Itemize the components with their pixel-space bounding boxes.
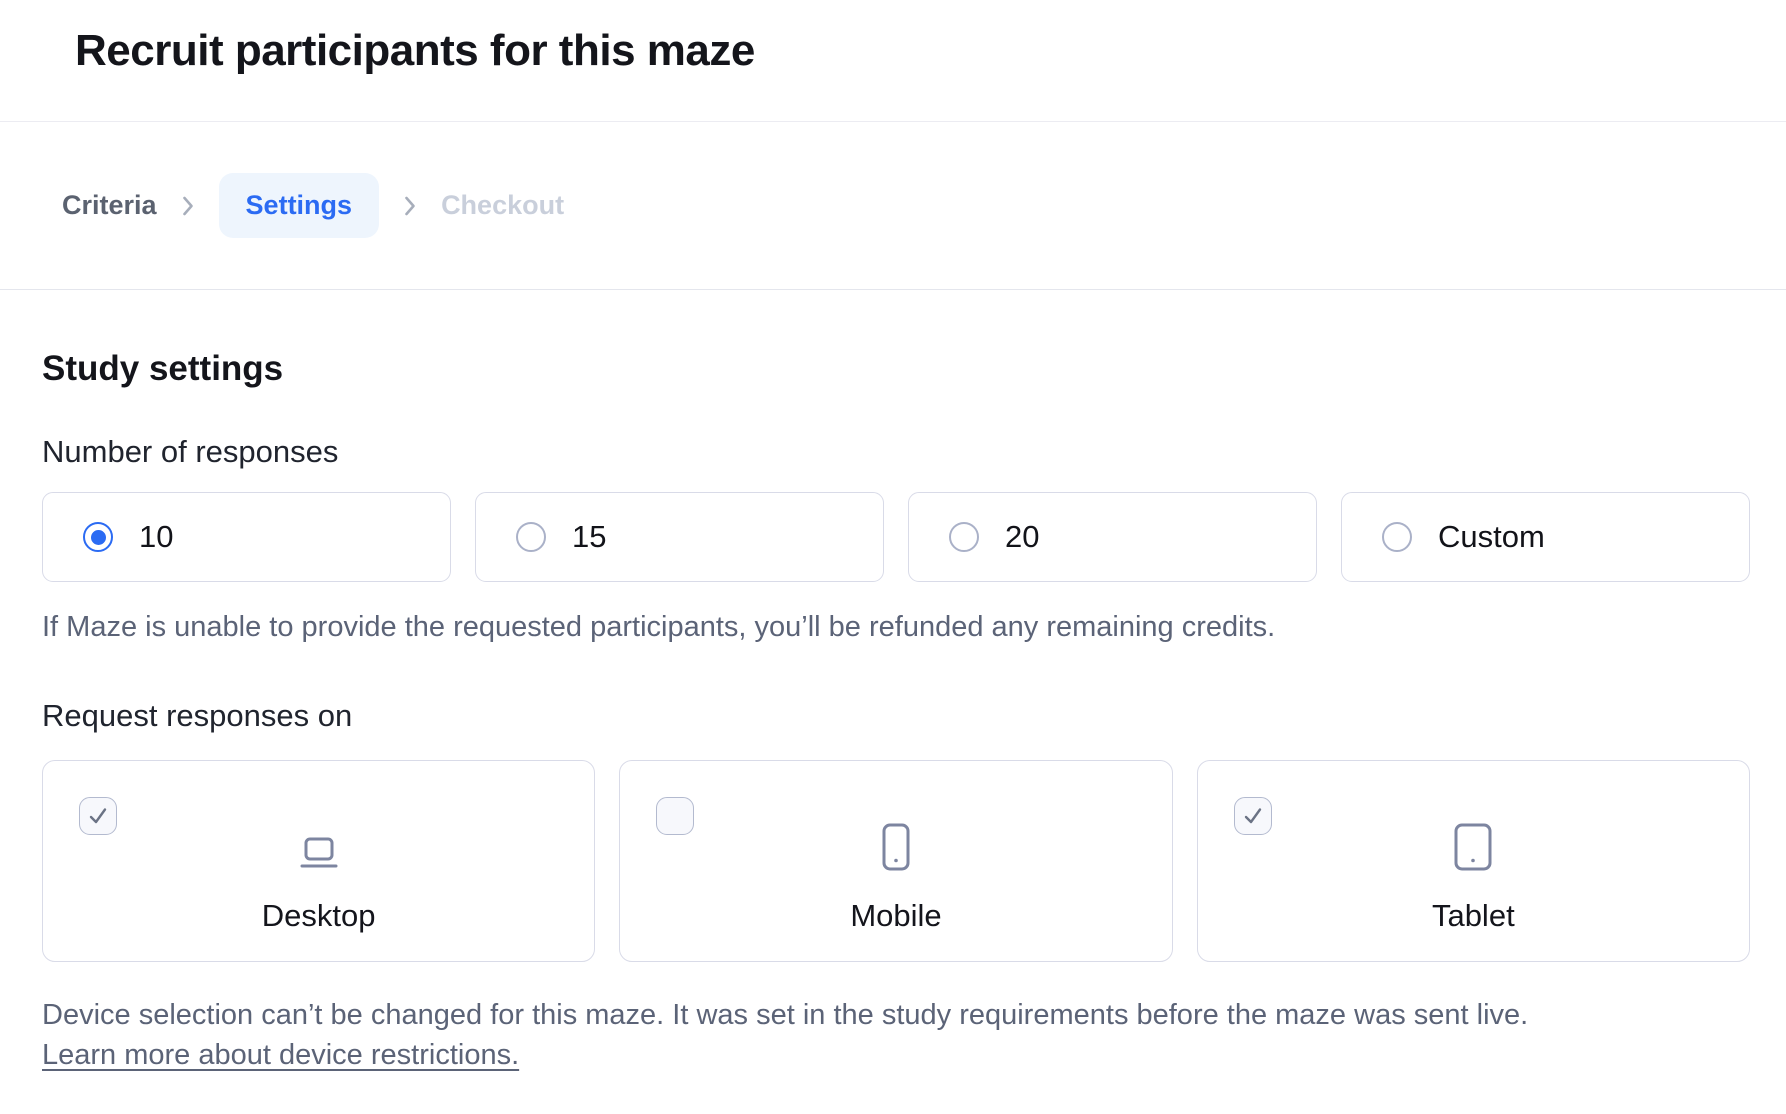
device-option-tablet[interactable]: Tablet — [1196, 760, 1750, 962]
radio-option-label: 20 — [1005, 519, 1040, 554]
laptop-icon — [296, 822, 342, 872]
checkbox-checked-icon[interactable] — [79, 797, 117, 835]
refund-helper-text: If Maze is unable to provide the request… — [42, 611, 1276, 643]
study-settings-section: Study settings Number of responses 10 15… — [0, 348, 1786, 1074]
radio-unselected-icon — [1382, 522, 1412, 552]
breadcrumb-step-criteria[interactable]: Criteria — [62, 190, 157, 220]
radio-dot — [90, 529, 106, 545]
devices-label: Request responses on — [42, 698, 353, 733]
responses-label: Number of responses — [42, 434, 339, 469]
section-heading: Study settings — [42, 349, 284, 388]
device-options: Desktop Mobile — [42, 760, 1750, 962]
radio-selected-icon — [83, 522, 113, 552]
breadcrumb-step-settings[interactable]: Settings — [218, 173, 380, 238]
chevron-right-icon — [181, 194, 195, 218]
device-restrictions-link[interactable]: Learn more about device restrictions. — [42, 1039, 520, 1071]
device-option-label: Desktop — [261, 898, 376, 933]
radio-unselected-icon — [516, 522, 546, 552]
response-option-custom[interactable]: Custom — [1341, 492, 1750, 582]
page-title: Recruit participants for this maze — [75, 26, 755, 75]
device-option-label: Tablet — [1431, 898, 1515, 933]
radio-option-label: Custom — [1438, 519, 1545, 554]
device-option-desktop[interactable]: Desktop — [42, 760, 596, 962]
page-header: Recruit participants for this maze — [0, 0, 1786, 122]
response-option-10[interactable]: 10 — [42, 492, 451, 582]
breadcrumb: Criteria Settings Checkout — [0, 122, 1786, 290]
device-option-label: Mobile — [850, 898, 942, 933]
device-option-mobile[interactable]: Mobile — [619, 760, 1173, 962]
breadcrumb-step-checkout[interactable]: Checkout — [441, 190, 565, 220]
checkbox-checked-icon[interactable] — [1233, 797, 1272, 835]
responses-options: 10 15 20 Custom — [42, 492, 1750, 582]
response-option-20[interactable]: 20 — [908, 492, 1317, 582]
smartphone-icon — [880, 822, 912, 872]
radio-unselected-icon — [949, 522, 979, 552]
checkbox-unchecked-icon[interactable] — [656, 797, 695, 835]
response-option-15[interactable]: 15 — [475, 492, 884, 582]
radio-option-label: 15 — [572, 519, 607, 554]
chevron-right-icon — [403, 194, 417, 218]
tablet-icon — [1452, 822, 1494, 872]
radio-option-label: 10 — [139, 519, 174, 554]
device-restriction-note: Device selection can’t be changed for th… — [42, 999, 1529, 1031]
